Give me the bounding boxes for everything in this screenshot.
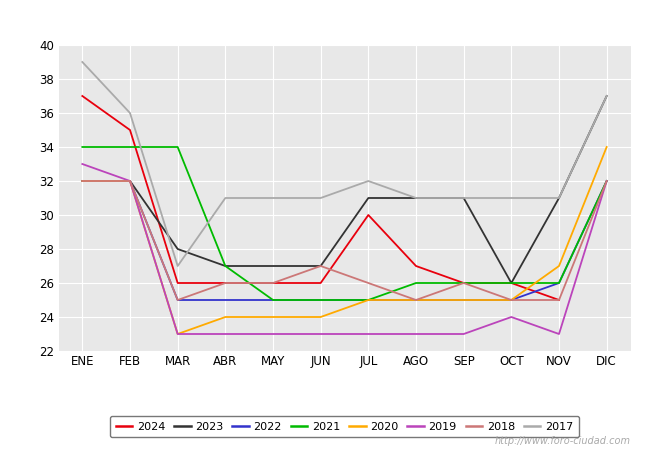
Text: Afiliados en Barromán a 30/11/2024: Afiliados en Barromán a 30/11/2024 bbox=[162, 7, 488, 25]
Legend: 2024, 2023, 2022, 2021, 2020, 2019, 2018, 2017: 2024, 2023, 2022, 2021, 2020, 2019, 2018… bbox=[111, 416, 578, 437]
Text: http://www.foro-ciudad.com: http://www.foro-ciudad.com bbox=[495, 436, 630, 446]
